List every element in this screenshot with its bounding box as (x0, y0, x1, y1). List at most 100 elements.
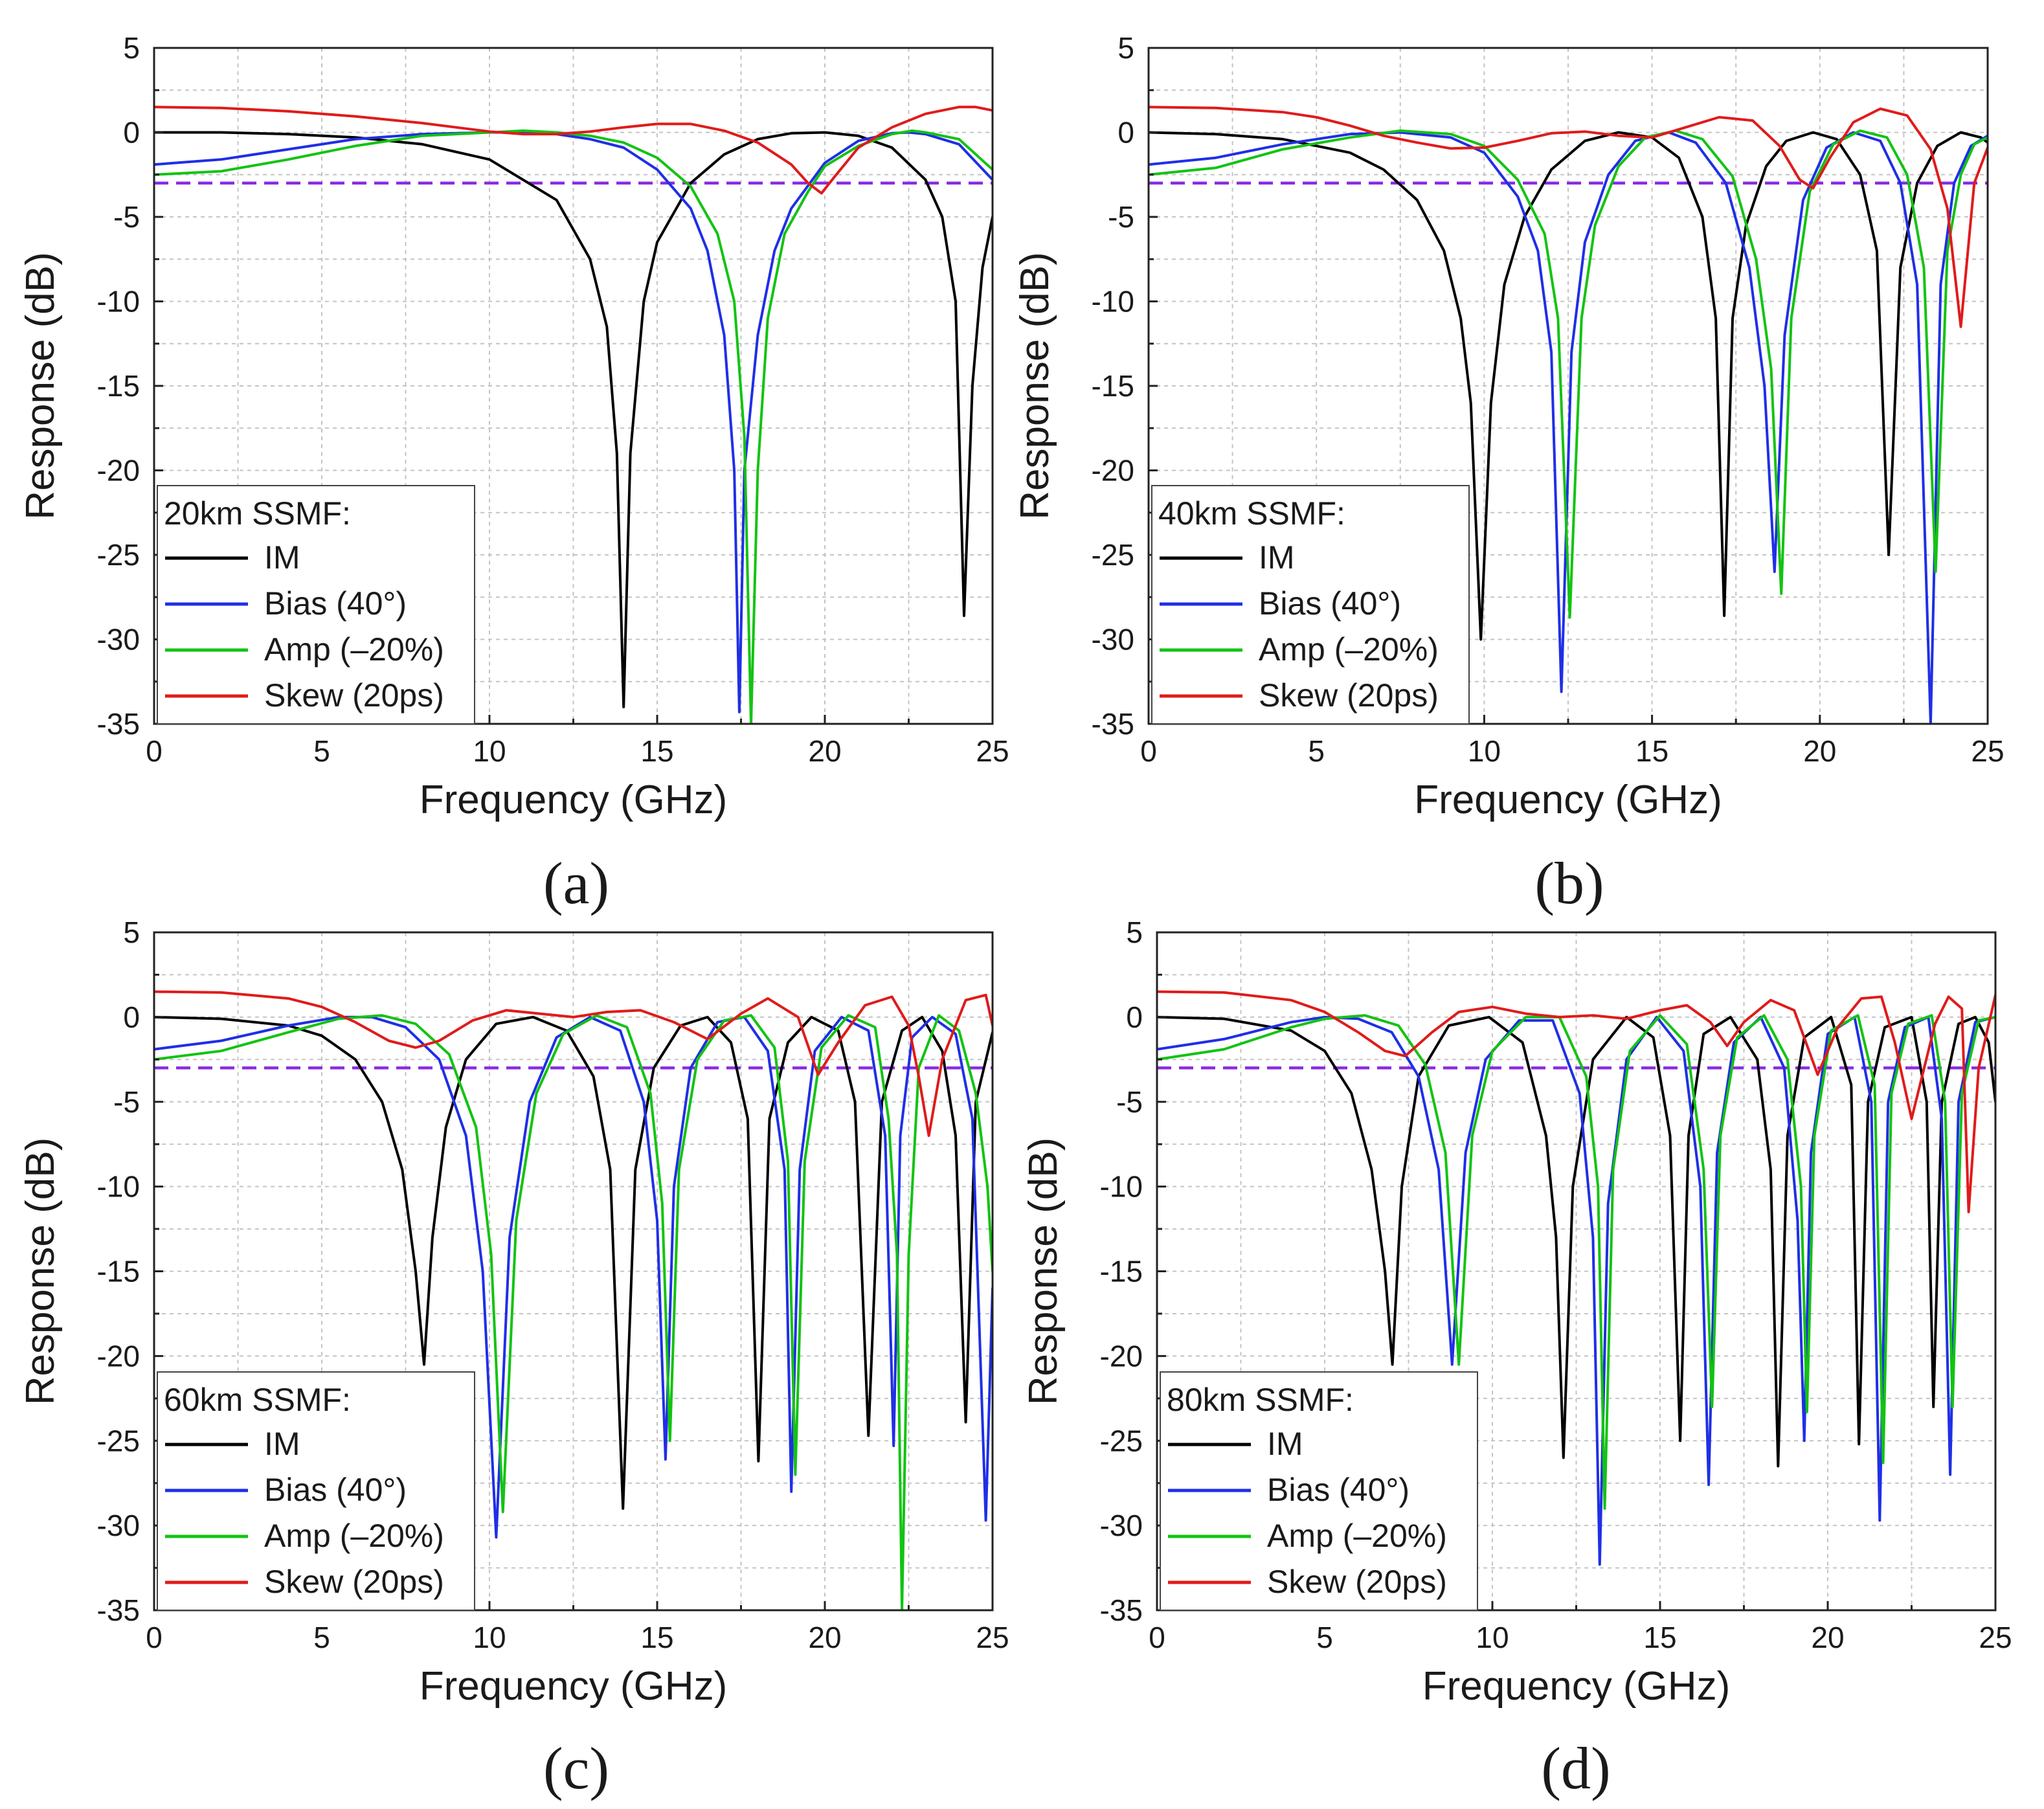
y-axis-title: Response (dB) (1013, 252, 1057, 520)
series-line-bias-40 (1157, 1015, 1995, 1566)
y-tick-label: -25 (1092, 538, 1134, 572)
x-tick-label: 25 (976, 1621, 1009, 1654)
panel-caption: (a) (543, 850, 609, 916)
x-tick-label: 20 (1811, 1621, 1844, 1654)
y-tick-label: -5 (1108, 200, 1134, 234)
x-tick-label: 15 (1643, 1621, 1676, 1654)
y-tick-label: -25 (97, 1424, 140, 1457)
legend: 40km SSMF: IM Bias (40°) Amp (–20%) Skew (20… (1151, 485, 1470, 725)
x-tick-label: 15 (1635, 734, 1668, 768)
y-tick-label: -10 (97, 285, 140, 319)
x-tick-label: 20 (1803, 734, 1836, 768)
legend: 20km SSMF: IM Bias (40°) Amp (–20%) Skew (20… (157, 485, 475, 725)
y-tick-label: -5 (113, 1085, 140, 1119)
y-tick-label: -20 (97, 1339, 140, 1373)
x-tick-label: 0 (146, 734, 163, 768)
x-tick-label: 5 (313, 1621, 330, 1654)
chart-panel-4: 0 5 10 15 20 25 5 0 -5 -10 -15 -20 -25 -30 -35 Frequenc… (1021, 916, 2012, 1801)
y-tick-label: -15 (97, 1255, 140, 1288)
y-tick-label: -35 (1092, 707, 1134, 741)
chart-panel-1: 0 5 10 15 20 25 5 0 -5 -10 -15 -20 -25 -30 -35 Frequenc… (18, 31, 1009, 916)
x-tick-label: 0 (1140, 734, 1157, 768)
y-tick-label: -5 (1116, 1085, 1143, 1119)
y-tick-label: -35 (97, 707, 140, 741)
y-tick-label: -20 (1092, 454, 1134, 488)
x-tick-label: 10 (473, 734, 506, 768)
legend-item-label: Amp (–20%) (264, 1518, 444, 1554)
x-tick-label: 10 (473, 1621, 506, 1654)
legend-item-label: Amp (–20%) (1267, 1518, 1447, 1554)
series-group (1149, 106, 1988, 724)
legend-item-label: Skew (20ps) (1259, 677, 1439, 713)
chart-panel-3: 0 5 10 15 20 25 5 0 -5 -10 -15 -20 -25 -30 -35 Frequenc… (18, 916, 1009, 1801)
panel-caption: (b) (1534, 850, 1604, 916)
legend: 60km SSMF: IM Bias (40°) Amp (–20%) Skew (20… (157, 1371, 475, 1611)
y-tick-label: -30 (97, 1509, 140, 1542)
legend-item-label: Skew (20ps) (264, 677, 444, 713)
x-axis-title: Frequency (GHz) (1422, 1664, 1730, 1709)
series-line-im (154, 1015, 993, 1510)
y-tick-label: -30 (1092, 623, 1134, 657)
y-tick-label: 0 (123, 1000, 140, 1034)
y-tick-label: -25 (97, 538, 140, 572)
legend-item-label: Amp (–20%) (1259, 631, 1439, 668)
legend-item-label: Amp (–20%) (264, 631, 444, 668)
series-line-amp-20 (1149, 129, 1988, 619)
series-line-amp-20 (154, 129, 993, 724)
series-line-amp-20 (1157, 1014, 1995, 1510)
x-tick-label: 20 (808, 1621, 841, 1654)
y-tick-label: -10 (1100, 1170, 1143, 1204)
series-group (1157, 990, 1995, 1566)
y-tick-label: -10 (97, 1170, 140, 1204)
legend-item-label: Bias (40°) (1267, 1472, 1409, 1508)
y-tick-label: -20 (1100, 1339, 1143, 1373)
legend-title: 60km SSMF: (164, 1382, 351, 1418)
x-axis-title: Frequency (GHz) (420, 778, 727, 822)
legend-item-label: IM (264, 1426, 300, 1462)
y-axis-title: Response (dB) (18, 252, 63, 520)
panel-caption: (c) (543, 1735, 609, 1801)
y-tick-label: -15 (1092, 369, 1134, 403)
series-line-im (1157, 1015, 1995, 1468)
x-tick-label: 25 (976, 734, 1009, 768)
y-tick-label: 5 (1126, 916, 1143, 949)
x-axis-title: Frequency (GHz) (420, 1664, 727, 1709)
legend-item-label: IM (1267, 1426, 1303, 1462)
series-line-skew-20ps (1149, 106, 1988, 328)
x-tick-label: 25 (1979, 1621, 2012, 1654)
legend-item-label: Bias (40°) (264, 1472, 407, 1508)
y-tick-label: -30 (97, 623, 140, 657)
y-tick-label: -5 (113, 200, 140, 234)
y-tick-label: 5 (1117, 31, 1134, 65)
series-line-skew-20ps (154, 106, 993, 195)
x-tick-label: 0 (146, 1621, 163, 1654)
legend-title: 40km SSMF: (1158, 495, 1345, 532)
series-group (154, 106, 993, 724)
x-axis-title: Frequency (GHz) (1414, 778, 1722, 822)
legend: 80km SSMF: IM Bias (40°) Amp (–20%) Skew (20… (1160, 1371, 1478, 1611)
series-line-skew-20ps (1157, 990, 1995, 1213)
panel-caption: (d) (1541, 1735, 1610, 1801)
legend-title: 20km SSMF: (164, 495, 351, 532)
legend-item-label: IM (1259, 539, 1295, 576)
x-tick-label: 5 (1308, 734, 1325, 768)
legend-item-label: IM (264, 539, 300, 576)
y-tick-label: 5 (123, 31, 140, 65)
y-tick-label: -35 (97, 1593, 140, 1627)
legend-item-label: Skew (20ps) (1267, 1564, 1447, 1600)
y-tick-label: 0 (1126, 1000, 1143, 1034)
series-group (154, 990, 993, 1610)
series-line-im (154, 131, 993, 708)
y-tick-label: -10 (1092, 285, 1134, 319)
y-tick-label: 0 (123, 116, 140, 150)
legend-item-label: Bias (40°) (264, 585, 407, 622)
series-line-bias-40 (1149, 131, 1988, 724)
y-tick-label: -20 (97, 454, 140, 488)
x-tick-label: 5 (1316, 1621, 1333, 1654)
chart-panel-2: 0 5 10 15 20 25 5 0 -5 -10 -15 -20 -25 -30 -35 Frequenc… (1013, 31, 2005, 916)
y-axis-title: Response (dB) (1021, 1138, 1066, 1406)
series-line-im (1149, 131, 1988, 641)
legend-title: 80km SSMF: (1167, 1382, 1354, 1418)
series-line-skew-20ps (154, 990, 993, 1138)
